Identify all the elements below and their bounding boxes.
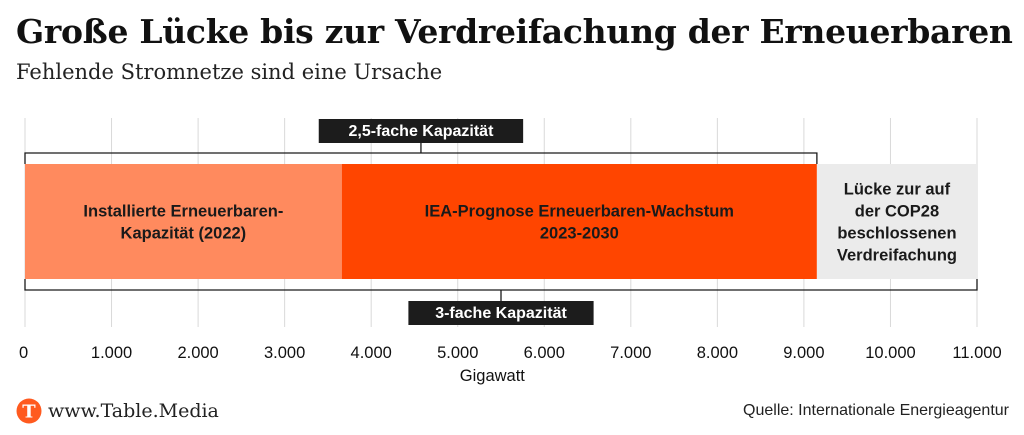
bar-segment-3 xyxy=(816,164,977,279)
tick-label: 11.000 xyxy=(952,344,1001,362)
segment-label-3: Lücke zur auf der COP28 beschlossenen Verdr… xyxy=(837,181,957,265)
chart-title: Große Lücke bis zur Verdreifachung der E… xyxy=(16,12,1013,51)
x-axis-label: Gigawatt xyxy=(460,367,526,385)
bar-segment-2 xyxy=(341,164,817,279)
tick-label: 6.000 xyxy=(524,344,565,362)
tick-label: 1.000 xyxy=(91,344,132,362)
tick-label: 10.000 xyxy=(865,344,915,362)
segment-label-1: Installierte Erneuerbaren-Kapazität (202… xyxy=(83,203,283,243)
tick-label: 5.000 xyxy=(437,344,478,362)
footer-url: www.Table.Media xyxy=(48,400,219,422)
bar-segment-1 xyxy=(25,164,342,279)
bracket-label-top: 2,5-fache Kapazität xyxy=(348,123,494,140)
tick-label: 0 xyxy=(19,344,28,362)
bracket-label-box-bottom xyxy=(408,301,594,325)
chart-subtitle: Fehlende Stromnetze sind eine Ursache xyxy=(16,60,443,84)
bracket-label-box-top xyxy=(318,119,524,143)
stacked-bar-chart: Installierte Erneuerbaren-Kapazität (202… xyxy=(19,118,1002,385)
table-media-logo-icon: T xyxy=(16,398,42,424)
tick-label: 4.000 xyxy=(351,344,392,362)
tick-label: 3.000 xyxy=(264,344,305,362)
tick-label: 9.000 xyxy=(783,344,824,362)
bracket-label-bottom: 3-fache Kapazität xyxy=(435,305,567,322)
logo-letter: T xyxy=(22,402,36,423)
bracket-bottom xyxy=(24,279,978,291)
tick-label: 2.000 xyxy=(177,344,218,362)
source-note: Quelle: Internationale Energieagentur xyxy=(743,402,1009,419)
tick-label: 8.000 xyxy=(697,344,738,362)
segment-label-2: IEA-Prognose Erneuerbaren-Wachstum 2023-2… xyxy=(425,203,734,243)
tick-label: 7.000 xyxy=(610,344,651,362)
bracket-top xyxy=(24,152,818,164)
